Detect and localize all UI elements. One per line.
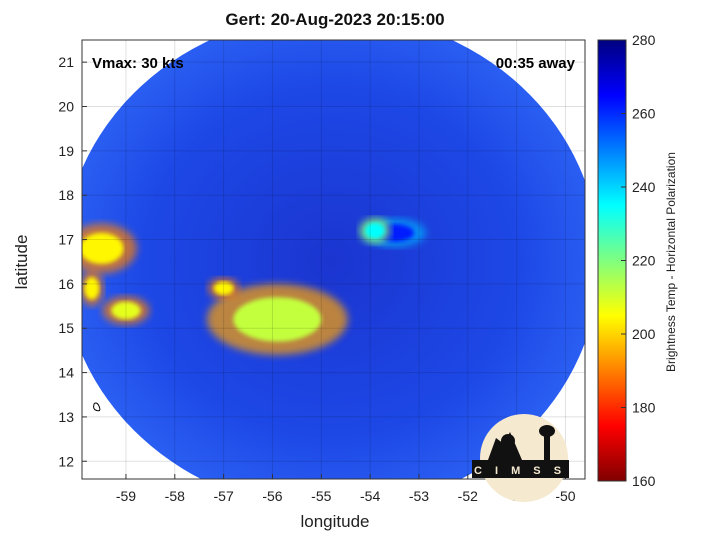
grid xyxy=(82,40,585,479)
x-tick-label: -57 xyxy=(214,488,234,504)
x-tick-label: -53 xyxy=(409,488,429,504)
y-tick-label: 17 xyxy=(58,232,74,248)
colorbar-tick-label: 220 xyxy=(632,253,656,269)
y-tick-label: 21 xyxy=(58,54,74,70)
axes: -59-58-57-56-55-54-53-52-51-501213141516… xyxy=(58,39,586,504)
time-away-annotation: 00:35 away xyxy=(496,55,576,72)
convective-cell xyxy=(84,277,100,300)
convective-cell xyxy=(213,281,234,295)
x-tick-label: -58 xyxy=(165,488,185,504)
colorbar-tick-label: 260 xyxy=(632,106,656,122)
x-tick-label: -55 xyxy=(311,488,331,504)
vmax-annotation: Vmax: 30 kts xyxy=(92,55,184,72)
logo-text: C I M S S xyxy=(474,465,566,477)
x-tick-label: -59 xyxy=(116,488,136,504)
x-tick-label: -56 xyxy=(262,488,282,504)
logo-tower xyxy=(544,434,550,460)
y-tick-label: 14 xyxy=(58,365,74,381)
colorbar-tick-label: 200 xyxy=(632,326,656,342)
convective-cell xyxy=(111,301,141,320)
axes-frame xyxy=(81,39,586,480)
x-axis-label: longitude xyxy=(300,512,370,531)
logo-band xyxy=(472,460,569,478)
swath-layer xyxy=(82,40,585,479)
x-tick-label: -52 xyxy=(458,488,478,504)
coastline xyxy=(93,402,101,412)
y-tick-label: 19 xyxy=(58,143,74,159)
logo-tower-tank xyxy=(539,425,555,437)
y-tick-label: 20 xyxy=(58,99,74,115)
colorbar-tick-label: 280 xyxy=(632,32,656,48)
y-tick-label: 16 xyxy=(58,276,74,292)
logo-dish-head xyxy=(501,434,515,448)
y-tick-label: 18 xyxy=(58,187,74,203)
colorbar: 160 180 200 220 240 260 280 xyxy=(597,32,656,489)
microwave-swath xyxy=(82,40,585,479)
colorbar-tick-label: 160 xyxy=(632,473,656,489)
colorbar-tick-label: 240 xyxy=(632,179,656,195)
colorbar-tick-label: 180 xyxy=(632,400,656,416)
cimss-logo: C I M S S xyxy=(472,414,569,502)
x-tick-label: -54 xyxy=(360,488,380,504)
chart-title: Gert: 20-Aug-2023 20:15:00 xyxy=(225,10,445,29)
y-tick-label: 15 xyxy=(58,320,74,336)
y-tick-label: 12 xyxy=(58,453,74,469)
y-tick-label: 13 xyxy=(58,409,74,425)
convective-cell xyxy=(365,222,385,239)
convective-cell xyxy=(82,232,124,264)
x-tick-label: -50 xyxy=(555,488,575,504)
convective-cell xyxy=(233,297,322,342)
